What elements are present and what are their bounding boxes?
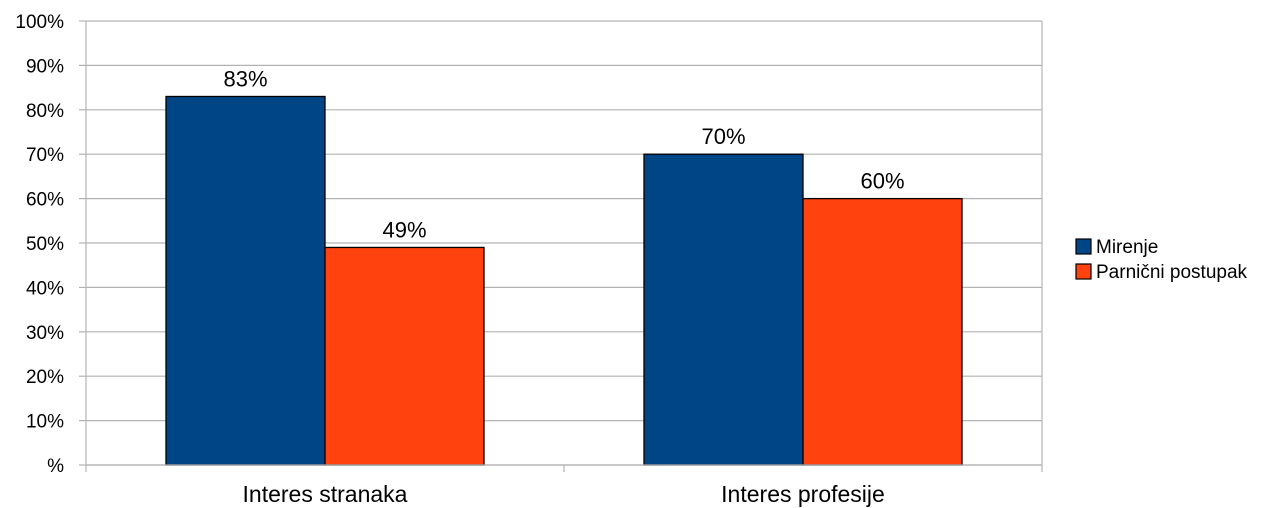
data-label: 70% — [701, 124, 745, 149]
legend-swatch — [1075, 263, 1092, 280]
bar — [165, 95, 326, 466]
legend-label: Mirenje — [1096, 237, 1158, 258]
axes — [85, 21, 1043, 472]
bar — [802, 197, 963, 466]
x-tick-label: Interes stranaka — [243, 481, 408, 507]
bar — [324, 246, 485, 466]
y-tick-label: 80% — [26, 101, 64, 122]
legend-swatch — [1075, 238, 1092, 255]
y-tick-label: 30% — [26, 323, 64, 344]
bar — [643, 153, 804, 466]
y-tick-label: 10% — [26, 412, 64, 433]
data-labels: 83% 49% 70% 60% — [223, 66, 904, 242]
bars — [165, 95, 963, 466]
y-tick-label: 100% — [15, 12, 64, 33]
y-tick-label: 60% — [26, 190, 64, 211]
y-axis-ticks: % 10% 20% 30% 40% 50% 60% 70% 80% 90% 100% — [15, 12, 86, 477]
y-tick-label: 20% — [26, 367, 64, 388]
y-tick-label: 40% — [26, 278, 64, 299]
y-tick-label: 70% — [26, 145, 64, 166]
legend-label: Parnični postupak — [1096, 262, 1248, 283]
y-tick-label: 90% — [26, 56, 64, 77]
data-label: 60% — [860, 169, 904, 194]
y-tick-label: % — [47, 456, 64, 477]
x-tick-label: Interes profesije — [721, 481, 885, 507]
data-label: 83% — [223, 66, 267, 91]
y-tick-label: 50% — [26, 234, 64, 255]
category-labels: Interes stranaka Interes profesije — [243, 481, 885, 507]
legend: Mirenje Parnični postupak — [1075, 237, 1248, 283]
data-label: 49% — [382, 217, 426, 242]
